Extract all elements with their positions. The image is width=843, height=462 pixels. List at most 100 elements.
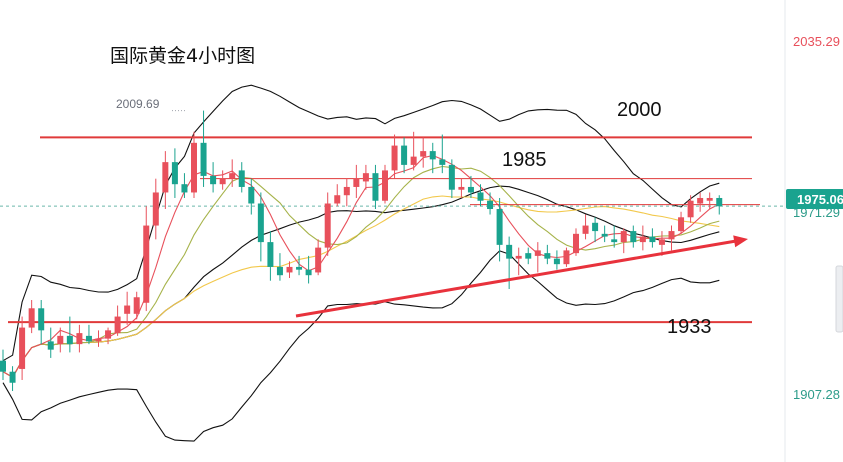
candle-body — [611, 239, 618, 243]
candle-body — [448, 164, 455, 190]
candle-body — [401, 145, 408, 165]
candle-body — [210, 175, 217, 185]
candle-body — [687, 200, 694, 218]
candle-body — [219, 178, 226, 185]
candle-body — [305, 269, 312, 276]
candle-body — [382, 170, 388, 201]
candle-body — [238, 170, 245, 187]
candle-body — [47, 341, 54, 350]
candle-body — [563, 250, 570, 265]
candle-body — [85, 335, 92, 342]
candle-body — [133, 297, 140, 314]
level-label-1933: 1933 — [667, 316, 712, 338]
candle-body — [162, 162, 169, 193]
y-tick-top: 2035.29 — [793, 34, 840, 49]
candle-body — [28, 308, 35, 328]
candle-body — [57, 335, 64, 345]
candle-body — [257, 203, 264, 243]
candle-body — [0, 360, 6, 372]
candles — [0, 110, 723, 392]
ma-fast-line — [2, 154, 720, 378]
trendline-arrowhead — [733, 235, 748, 248]
candle-body — [467, 186, 474, 193]
candle-body — [343, 186, 350, 196]
candle-body — [171, 162, 178, 185]
candle-body — [477, 192, 484, 201]
candle-body — [639, 236, 646, 243]
bollinger-upper — [2, 84, 720, 362]
candle-body — [668, 231, 675, 240]
trendline-arrow — [295, 238, 743, 318]
candle-body — [38, 308, 45, 331]
candle-body — [544, 253, 551, 259]
candle-body — [286, 266, 293, 273]
candle-body — [487, 200, 494, 210]
candle-body — [191, 142, 197, 193]
candle-body — [95, 338, 102, 342]
bollinger-lower — [2, 250, 720, 442]
candle-body — [630, 231, 637, 243]
candle-body — [143, 225, 150, 303]
candle-body — [105, 330, 112, 339]
ma-mid-line — [2, 165, 720, 378]
side-panel-tab[interactable] — [835, 265, 843, 333]
candle-body — [420, 151, 427, 157]
candle-body — [496, 209, 503, 245]
candle-body — [200, 142, 207, 176]
candle-body — [601, 233, 608, 237]
current-price-badge — [786, 189, 843, 209]
candle-body — [362, 173, 369, 182]
candle-body — [334, 195, 341, 204]
candle-body — [124, 305, 131, 314]
candle-body — [181, 184, 188, 193]
candle-body — [315, 247, 322, 273]
level-label-2000: 2000 — [617, 99, 662, 121]
candle-body — [678, 217, 685, 232]
candle-body — [716, 197, 723, 207]
candle-body — [592, 222, 599, 232]
candle-body — [267, 242, 274, 267]
candle-body — [19, 327, 26, 369]
current-price-label: 1975.06 — [797, 192, 843, 207]
candle-body — [353, 178, 360, 187]
trendline — [295, 235, 748, 318]
candle-body — [276, 266, 283, 276]
candle-body — [229, 173, 236, 179]
candle-body — [410, 156, 417, 165]
candle-body — [114, 316, 121, 334]
candle-body — [658, 239, 665, 245]
bollinger-middle — [2, 185, 720, 378]
candle-body — [515, 255, 522, 259]
candle-body — [248, 186, 255, 204]
chart-title: 国际黄金4小时图 — [110, 45, 255, 67]
candle-body — [697, 197, 704, 204]
candle-body — [152, 192, 159, 226]
candle-body — [573, 233, 579, 254]
candle-body — [391, 145, 398, 171]
ma-slow-line — [2, 195, 720, 378]
candle-body — [458, 186, 465, 190]
candle-body — [525, 253, 532, 259]
candle-body — [649, 236, 656, 243]
high-annotation: 2009.69 — [116, 97, 160, 111]
candle-body — [296, 266, 303, 270]
candle-body — [429, 151, 436, 160]
horizontal-levels — [0, 110, 785, 324]
candle-body — [66, 335, 73, 345]
candle-body — [706, 197, 713, 201]
candle-body — [506, 244, 513, 259]
candle-body — [9, 371, 16, 383]
candle-body — [76, 333, 83, 345]
candle-body — [582, 225, 589, 234]
candle-body — [324, 203, 331, 248]
candle-body — [553, 258, 560, 265]
level-label-1985: 1985 — [502, 149, 547, 171]
candle-body — [534, 250, 541, 256]
candle-body — [372, 173, 379, 201]
candle-body — [620, 231, 627, 243]
y-tick-bottom: 1907.28 — [793, 387, 840, 402]
candle-body — [439, 159, 446, 165]
moving-averages — [2, 154, 720, 378]
